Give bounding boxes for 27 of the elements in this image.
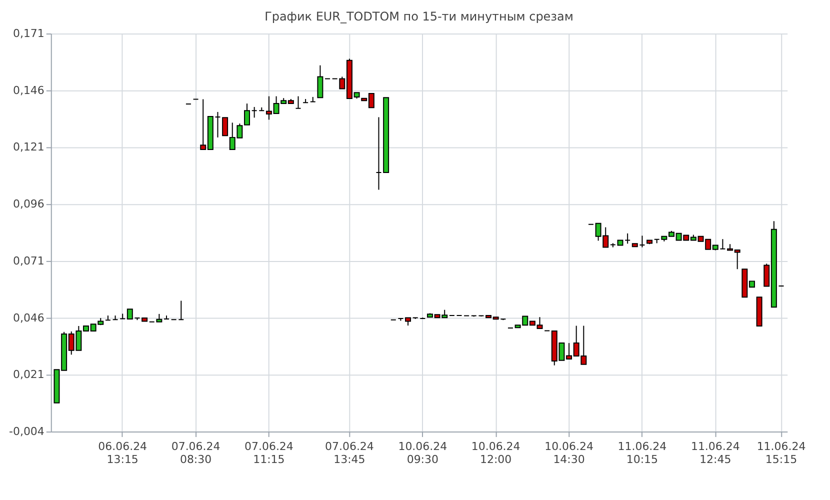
x-tick-label: 07.06.24 08:30 [171,440,220,466]
x-tick-label: 10.06.24 12:00 [471,440,520,466]
x-tick-label: 11.06.24 10:15 [618,440,667,466]
x-tick-label: 10.06.24 09:30 [398,440,448,466]
y-tick-label: 0,096 [12,198,44,211]
candlestick [251,106,258,118]
y-tick-label: 0,121 [12,140,44,154]
x-tick-label: 11.06.24 12:45 [690,440,740,466]
y-tick-label: 0,171 [12,26,44,40]
chart-title: График EUR_TODTOM по 15-ти минутным срезам [264,10,574,24]
candlestick [376,116,382,190]
y-tick-label: 0,046 [12,311,44,324]
x-tick-label: 11.06.24 15:15 [756,440,806,466]
candlestick [222,117,228,136]
y-tick-label: -0,004 [9,425,44,438]
candlestick [624,232,631,244]
x-tick-label: 07.06.24 11:15 [244,440,294,466]
y-tick-label: 0,071 [12,254,44,268]
y-tick-label: 0,021 [12,368,44,382]
candlestick [317,64,324,98]
y-tick-label: 0,146 [12,84,44,97]
x-tick-label: 06.06.24 13:15 [98,440,148,466]
x-tick-label: 07.06.24 13:45 [325,440,374,466]
x-tick-label: 10.06.24 14:30 [544,440,594,466]
candlestick [295,96,302,109]
candlestick [120,313,126,320]
candlestick [178,300,184,320]
